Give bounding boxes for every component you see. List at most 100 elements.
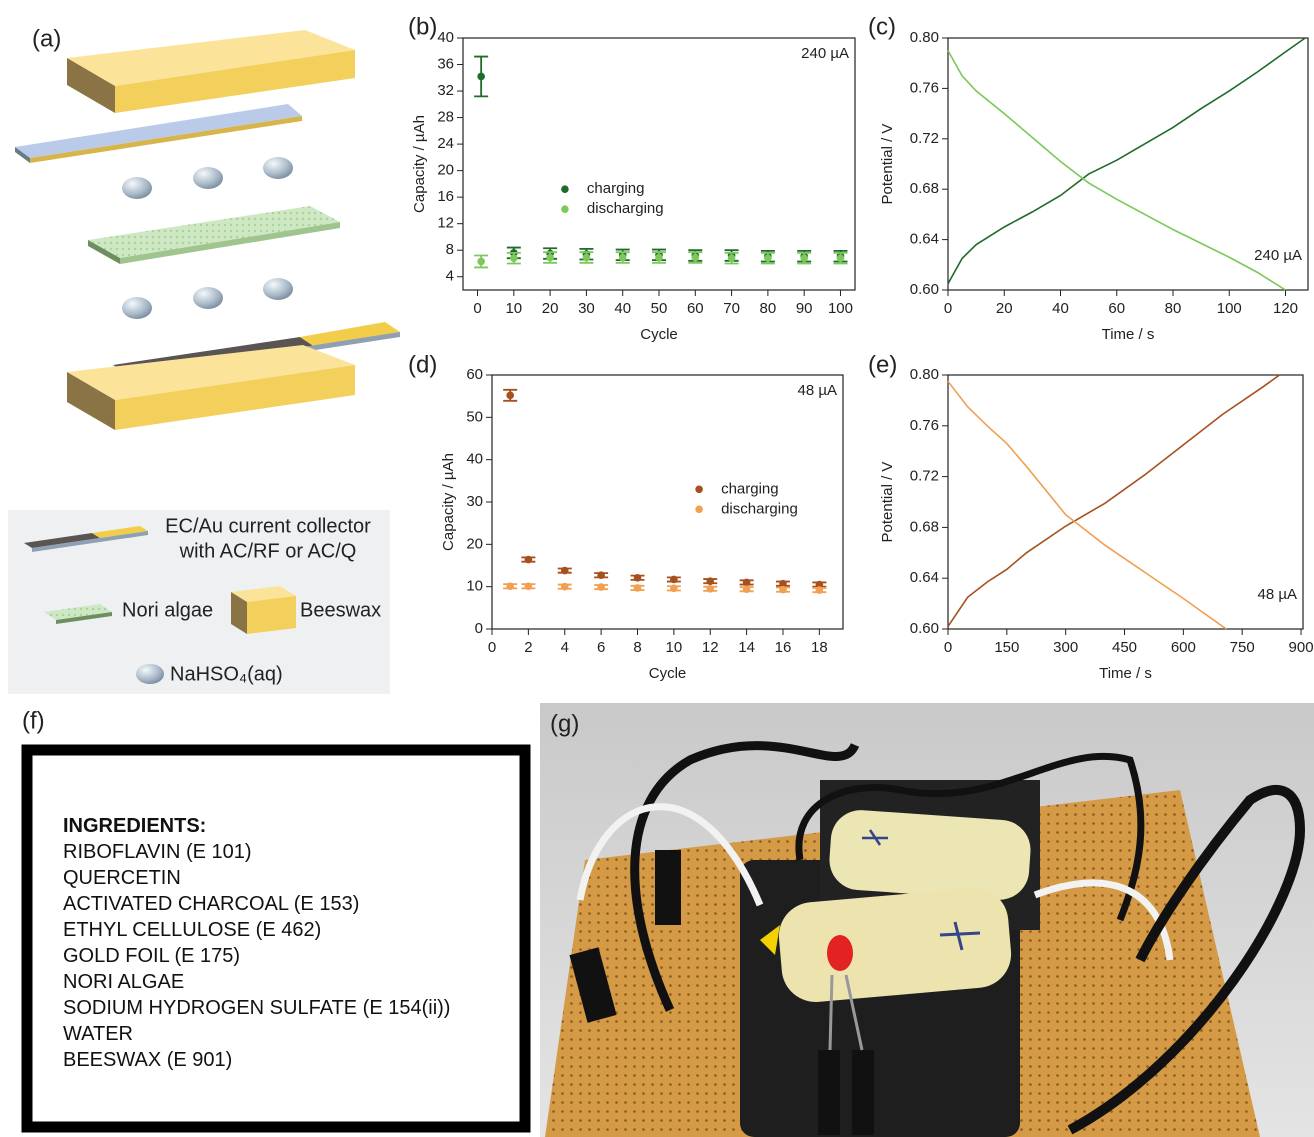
x-tick-label: 20 [542,300,559,317]
x-tick-label: 100 [828,300,853,317]
ingredients-list: RIBOFLAVIN (E 101) QUERCETIN ACTIVATED CHA… [63,841,450,1071]
data-point [779,579,787,588]
panel-label: (g) [550,710,579,737]
ingredient: ACTIVATED CHARCOAL (E 153) [63,893,359,915]
x-tick-label: 60 [1108,300,1125,317]
x-tick-label: 6 [597,639,605,656]
data-line [947,50,1286,291]
chart: 0 2 4 6 8 10 12 14 16 18 0 10 20 30 40 50 60 Cycle Capacit… [440,366,844,682]
x-tick-label: 4 [561,639,569,656]
y-tick-label: 8 [446,241,454,258]
y-tick-label: 32 [437,82,454,99]
x-tick-label: 40 [1052,300,1069,317]
x-tick-label: 0 [488,639,496,656]
x-axis-label: Time / s [1099,665,1152,682]
data-point [560,582,569,591]
x-tick-label: 16 [775,639,792,656]
ingredient: BEESWAX (E 901) [63,1049,232,1071]
y-tick-label: 20 [437,162,454,179]
x-tick-label: 750 [1230,639,1255,656]
data-point [742,585,751,594]
y-tick-label: 0.80 [910,29,939,46]
y-tick-label: 20 [466,535,483,552]
y-tick-label: 0.64 [910,231,939,248]
x-tick-label: 8 [633,639,641,656]
data-point [670,575,678,584]
y-tick-label: 40 [466,451,483,468]
ingredient: QUERCETIN [63,867,181,889]
y-axis-label: Capacity / µAh [440,453,457,551]
x-tick-label: 40 [614,300,631,317]
y-tick-label: 0.76 [910,79,939,96]
panel-label: (c) [868,13,896,40]
ingredients-box [21,744,531,1133]
legend-label: discharging [587,200,664,217]
x-tick-label: 18 [811,639,828,656]
y-tick-label: 24 [437,135,454,152]
x-tick-label: 450 [1112,639,1137,656]
data-point [633,573,642,582]
panel-label: (f) [22,707,45,734]
y-axis-label: Capacity / µAh [411,115,428,213]
data-point [560,566,569,575]
annotation: 48 µA [798,382,838,399]
legend-marker [561,205,569,213]
data-point [655,253,663,262]
charts: 0 10 20 30 40 50 60 70 80 90 100481216202428323640… [411,29,1314,682]
y-tick-label: 28 [437,109,454,126]
ingredient: RIBOFLAVIN (E 101) [63,841,252,863]
x-tick-label: 0 [944,300,952,317]
x-tick-label: 30 [578,300,595,317]
data-point [815,586,824,594]
legend-label: discharging [721,500,798,517]
x-tick-label: 60 [687,300,704,317]
x-axis-label: Time / s [1102,326,1155,343]
y-tick-label: 36 [437,55,454,72]
panel-label: (e) [868,351,897,378]
data-point [727,254,736,262]
legend-marker [561,185,569,193]
x-tick-label: 0 [944,639,952,656]
annotation: 48 µA [1258,586,1298,603]
y-tick-label: 0.60 [910,281,939,298]
data-point [506,582,514,591]
legend-marker [695,505,703,514]
data-point [836,254,845,262]
x-axis-label: Cycle [649,665,687,682]
photo [540,703,1314,1137]
x-tick-label: 2 [524,639,532,656]
chart: 0 20 40 60 80 100 120 0.60 0.64 0.68 0.72 0.76 0.80 T… [879,29,1309,343]
panel-label: (d) [408,351,437,378]
x-tick-label: 10 [505,300,522,317]
annotation: 240 µA [801,45,849,62]
y-tick-label: 50 [466,408,483,425]
y-tick-label: 0.72 [910,468,939,485]
panel-label: (a) [32,25,61,52]
data-point [633,584,642,592]
data-point [691,253,700,262]
y-axis-label: Potential / V [879,462,896,543]
data-point [582,253,591,262]
legend-label: charging [721,480,779,497]
ingredient: NORI ALGAE [63,971,184,993]
x-tick-label: 0 [473,300,481,317]
y-tick-label: 40 [437,29,454,46]
data-point [742,578,751,587]
x-tick-label: 150 [994,639,1019,656]
plot-frame [947,37,1309,291]
x-tick-label: 300 [1053,639,1078,656]
data-point [764,254,772,262]
x-tick-label: 20 [996,300,1013,317]
legend-label: charging [587,180,645,197]
y-tick-label: 0.76 [910,417,939,434]
y-tick-label: 30 [466,493,483,510]
legend-text: EC/Au current collector [165,515,371,537]
x-tick-label: 50 [651,300,668,317]
x-tick-label: 14 [738,639,755,656]
legend-marker [695,485,703,494]
x-tick-label: 80 [760,300,777,317]
plot-frame [947,374,1304,630]
data-point [618,253,627,262]
data-point [597,571,605,580]
